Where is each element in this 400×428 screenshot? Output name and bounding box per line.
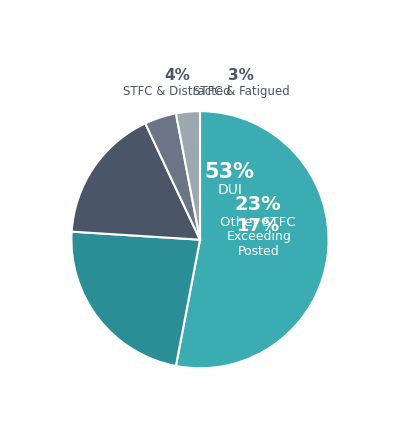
Text: 23%: 23% bbox=[235, 195, 281, 214]
Text: 3%: 3% bbox=[228, 68, 254, 83]
Text: DUI: DUI bbox=[217, 183, 242, 197]
Text: 17%: 17% bbox=[237, 217, 280, 235]
Wedge shape bbox=[72, 232, 200, 366]
Wedge shape bbox=[176, 111, 200, 240]
Wedge shape bbox=[72, 123, 200, 240]
Text: 53%: 53% bbox=[205, 162, 255, 182]
Text: Exceeding
Posted: Exceeding Posted bbox=[226, 230, 291, 259]
Text: 4%: 4% bbox=[164, 68, 190, 83]
Text: STFC & Distracted: STFC & Distracted bbox=[123, 85, 231, 98]
Text: STFC & Fatigued: STFC & Fatigued bbox=[193, 85, 290, 98]
Wedge shape bbox=[176, 111, 328, 368]
Text: Other STFC: Other STFC bbox=[220, 216, 296, 229]
Wedge shape bbox=[145, 113, 200, 240]
